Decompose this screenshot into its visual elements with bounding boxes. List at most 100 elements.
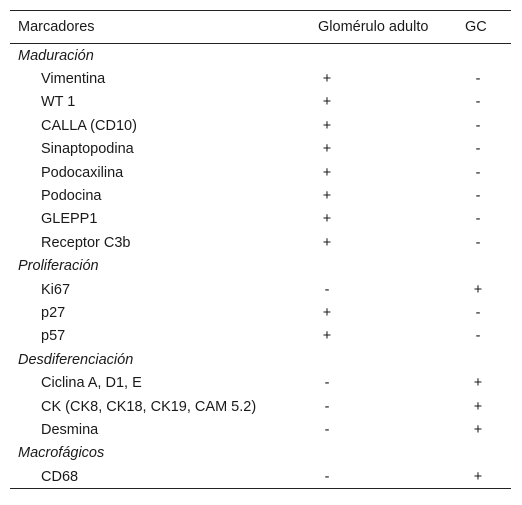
marker-name: p27 <box>41 304 66 321</box>
adult-glomerulus-cell: - <box>318 278 465 301</box>
adult-glomerulus-value: - <box>324 281 330 298</box>
adult-glomerulus-cell: + <box>318 138 465 161</box>
group-title: Maduración <box>18 47 94 64</box>
adult-glomerulus-value: - <box>324 468 330 485</box>
table-row: CALLA (CD10) + - <box>10 114 511 137</box>
table-row: GLEPP1 + - <box>10 208 511 231</box>
marker-name: Receptor C3b <box>41 234 131 251</box>
adult-glomerulus-value: + <box>322 94 332 111</box>
adult-glomerulus-cell: + <box>318 114 465 137</box>
adult-glomerulus-cell: + <box>318 184 465 207</box>
gc-value: - <box>475 328 481 345</box>
gc-cell: - <box>465 301 511 324</box>
gc-cell: - <box>465 325 511 348</box>
gc-cell: + <box>465 465 511 490</box>
adult-glomerulus-value: - <box>324 421 330 438</box>
adult-glomerulus-cell: + <box>318 301 465 324</box>
header-row: Marcadores Glomérulo adulto GC <box>10 10 511 44</box>
marker-name: GLEPP1 <box>41 211 98 228</box>
adult-glomerulus-value: + <box>322 304 332 321</box>
gc-value: + <box>473 375 483 392</box>
group-title: Proliferación <box>18 258 99 275</box>
marker-name: CD68 <box>10 465 318 490</box>
marker-name: Desmina <box>41 421 99 438</box>
adult-glomerulus-value: + <box>322 164 332 181</box>
group-row: Proliferación <box>10 255 511 278</box>
table-row: Podocina + - <box>10 184 511 207</box>
marker-name: Sinaptopodina <box>41 141 134 158</box>
gc-value: - <box>475 71 481 88</box>
table-row: Vimentina + - <box>10 67 511 90</box>
table-row: CK (CK8, CK18, CK19, CAM 5.2) - + <box>10 395 511 418</box>
table-row: Podocaxilina + - <box>10 161 511 184</box>
gc-cell: - <box>465 114 511 137</box>
gc-value: + <box>473 421 483 438</box>
group-title: Macrofágicos <box>18 445 105 462</box>
table-row: CD68- + <box>10 465 511 490</box>
gc-value: - <box>475 234 481 251</box>
markers-table: Marcadores Glomérulo adulto GC Maduració… <box>10 10 511 490</box>
adult-glomerulus-value: - <box>324 398 330 415</box>
table-row: Ki67 - + <box>10 278 511 301</box>
adult-glomerulus-cell: + <box>318 231 465 254</box>
table-row: p27 + - <box>10 301 511 324</box>
adult-glomerulus-cell: - <box>318 395 465 418</box>
gc-cell: + <box>465 395 511 418</box>
marker-name: WT 1 <box>41 94 76 111</box>
table-row: WT 1 + - <box>10 91 511 114</box>
marker-name: CK (CK8, CK18, CK19, CAM 5.2) <box>41 398 257 415</box>
gc-value: + <box>473 468 483 485</box>
adult-glomerulus-value: + <box>322 188 332 205</box>
gc-cell: - <box>465 184 511 207</box>
table-row: Desmina - + <box>10 418 511 441</box>
adult-glomerulus-value: + <box>322 71 332 88</box>
marker-name: Ciclina A, D1, E <box>41 375 142 392</box>
adult-glomerulus-value: + <box>322 141 332 158</box>
adult-glomerulus-cell: + <box>318 91 465 114</box>
adult-glomerulus-value: + <box>322 328 332 345</box>
table-body: Maduración Vimentina + - WT 1 + - CALLA (CD10) +… <box>10 44 511 490</box>
gc-cell: - <box>465 208 511 231</box>
table-row: Receptor C3b + - <box>10 231 511 254</box>
gc-value: - <box>475 94 481 111</box>
gc-cell: + <box>465 371 511 394</box>
adult-glomerulus-cell: - <box>318 371 465 394</box>
gc-cell: - <box>465 67 511 90</box>
group-row: Macrofágicos <box>10 442 511 465</box>
marker-name: CALLA (CD10) <box>41 117 137 134</box>
marker-name: p57 <box>41 328 66 345</box>
header-adult-glomerulus: Glomérulo adulto <box>318 10 465 44</box>
header-markers: Marcadores <box>10 10 318 44</box>
adult-glomerulus-cell: + <box>318 67 465 90</box>
marker-name: Podocaxilina <box>41 164 124 181</box>
table-row: Sinaptopodina + - <box>10 138 511 161</box>
adult-glomerulus-value: + <box>322 211 332 228</box>
adult-glomerulus-cell: - <box>318 465 465 490</box>
gc-value: - <box>475 211 481 228</box>
marker-name: Vimentina <box>41 71 106 88</box>
marker-name: Ki67 <box>41 281 71 298</box>
adult-glomerulus-cell: + <box>318 161 465 184</box>
gc-value: + <box>473 281 483 298</box>
markers-table-container: Marcadores Glomérulo adulto GC Maduració… <box>10 10 511 490</box>
gc-cell: - <box>465 91 511 114</box>
gc-cell: - <box>465 231 511 254</box>
adult-glomerulus-cell: - <box>318 418 465 441</box>
adult-glomerulus-value: + <box>322 117 332 134</box>
adult-glomerulus-cell: + <box>318 208 465 231</box>
group-row: Maduración <box>10 44 511 68</box>
gc-cell: + <box>465 278 511 301</box>
adult-glomerulus-value: + <box>322 234 332 251</box>
table-row: p57 + - <box>10 325 511 348</box>
gc-value: - <box>475 188 481 205</box>
gc-value: - <box>475 141 481 158</box>
gc-value: + <box>473 398 483 415</box>
gc-value: - <box>475 164 481 181</box>
gc-value: - <box>475 304 481 321</box>
gc-value: - <box>475 117 481 134</box>
group-title: Desdiferenciación <box>18 351 134 368</box>
adult-glomerulus-cell: + <box>318 325 465 348</box>
gc-cell: - <box>465 161 511 184</box>
adult-glomerulus-value: - <box>324 375 330 392</box>
gc-cell: - <box>465 138 511 161</box>
